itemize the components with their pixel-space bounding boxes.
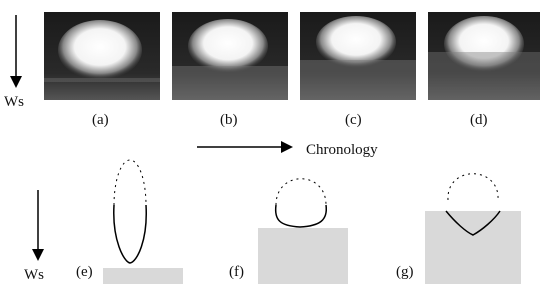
substrate [103,268,183,284]
photo [44,12,160,100]
substrate [258,228,348,284]
outline [114,205,146,263]
photo-label: (d) [470,112,488,128]
axis-label: Ws [24,267,44,283]
diagram-label: (e) [76,264,93,280]
outline-dotted [114,160,146,205]
photo [428,12,540,100]
axis-label: Ws [4,94,24,110]
photo-label: (b) [220,112,238,128]
figure: Ws (a) (b) (c) (d) Chronology Ws (e) (f) [0,0,542,284]
arrow-label: Chronology [306,142,378,158]
outline-dotted [276,179,326,205]
diagram-label: (f) [229,264,244,280]
photo [172,12,288,100]
photo-label: (a) [92,112,109,128]
photo-label: (c) [345,112,362,128]
outline-dotted [448,174,498,200]
diagram-label: (g) [396,264,414,280]
substrate [425,211,521,284]
photo [300,12,416,100]
outline [276,205,327,227]
